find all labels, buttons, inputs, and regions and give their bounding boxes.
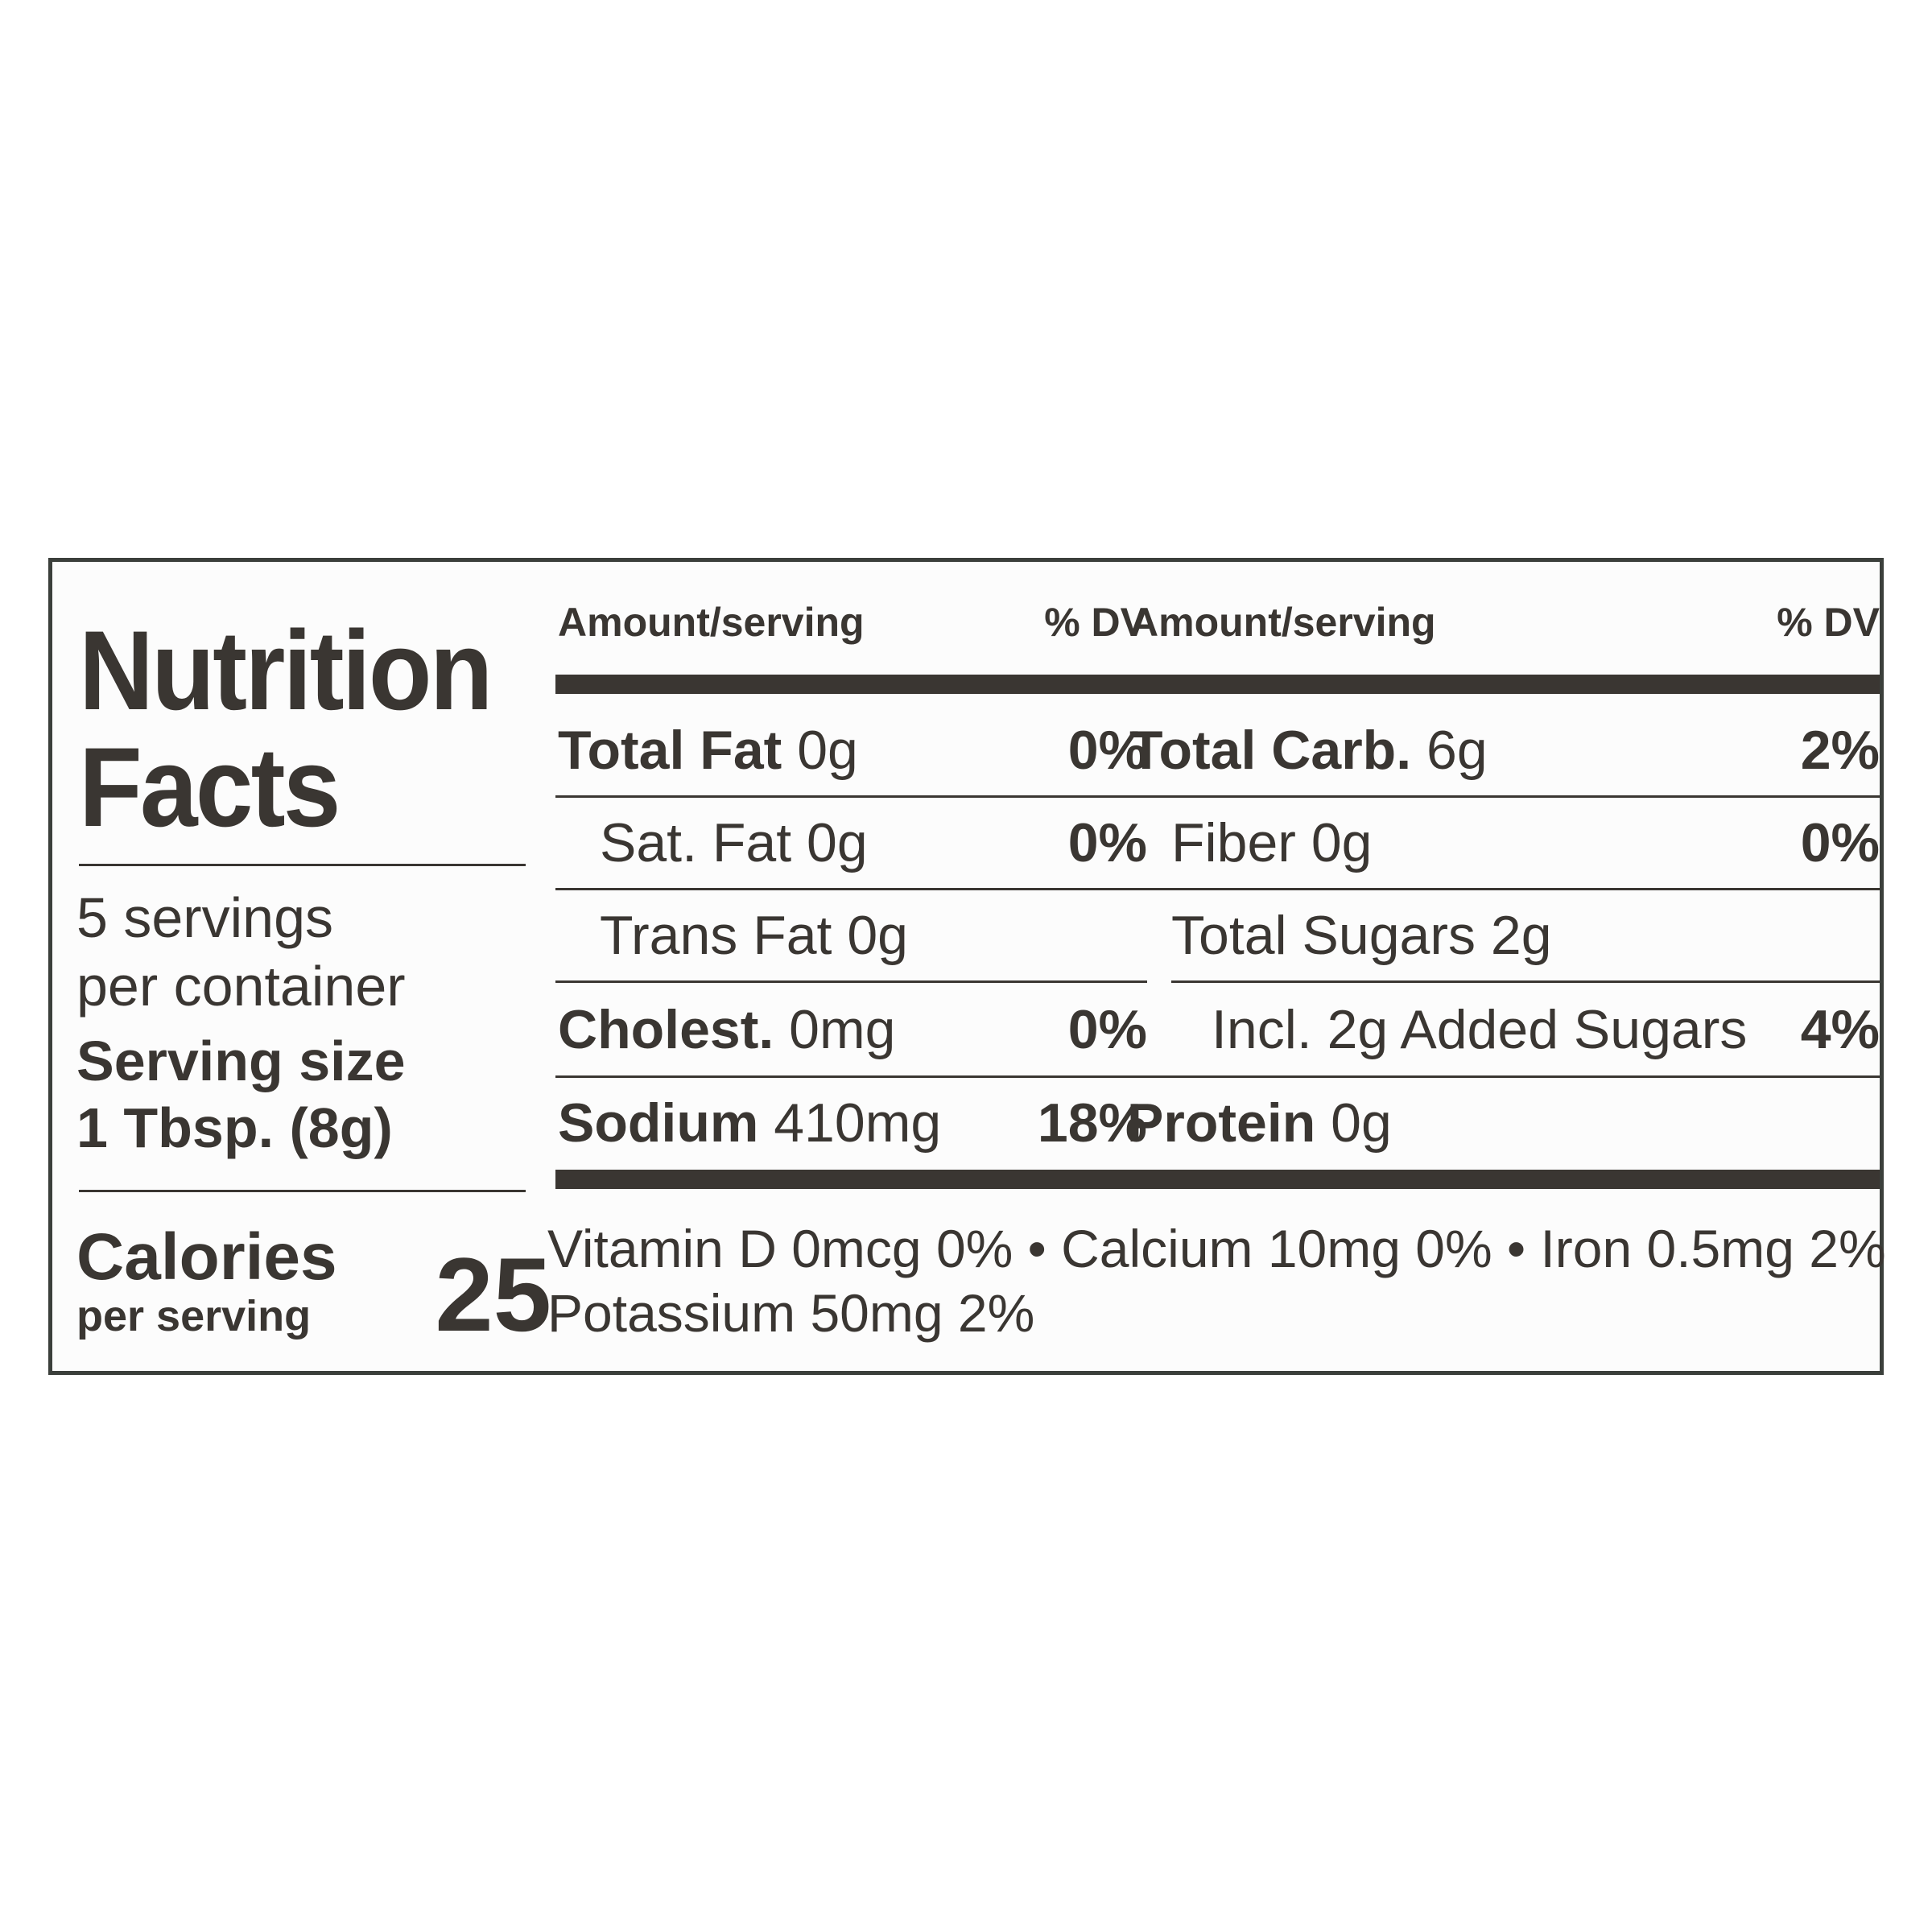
serving-size-value: 1 Tbsp. (8g) [76, 1096, 393, 1159]
right-row-added-sugars: Incl. 2g Added Sugars [1212, 999, 1748, 1060]
left-header-dv: % DV [1044, 600, 1147, 645]
calories-value: 25 [435, 1236, 551, 1353]
serving-size-label: Serving size [76, 1030, 406, 1092]
left-row-sodium-dv: 18% [1037, 1092, 1147, 1154]
left-header-amount: Amount/serving [558, 600, 865, 645]
right-divider-3 [1171, 980, 1880, 983]
right-row-total-sugars: Total Sugars 2g [1171, 905, 1552, 966]
title-line-2: Facts [79, 724, 341, 850]
divider-calories [79, 1190, 526, 1192]
left-row-sat-fat: Sat. Fat 0g [600, 812, 868, 873]
right-row-protein: Protein 0g [1127, 1092, 1392, 1154]
vitamins-line-2: Potassium 50mg 2% [547, 1283, 1035, 1343]
left-row-sodium: Sodium 410mg [558, 1092, 942, 1154]
right-thick-bar-bottom [1127, 1170, 1880, 1189]
left-row-trans-fat: Trans Fat 0g [600, 905, 908, 966]
right-header-amount: Amount/serving [1129, 600, 1436, 645]
servings-per-container-2: per container [76, 955, 406, 1018]
right-thick-bar-top [1127, 675, 1880, 694]
left-thick-bar-bottom [555, 1170, 1147, 1189]
right-header-dv: % DV [1777, 600, 1880, 645]
nutrition-facts-panel: Nutrition Facts 5 servings per container… [48, 558, 1886, 1375]
right-row-fiber-dv: 0% [1800, 812, 1880, 873]
left-divider-3 [555, 980, 1147, 983]
calories-per-serving: per serving [76, 1292, 312, 1340]
vitamins-line-1: Vitamin D 0mcg 0% • Calcium 10mg 0% • Ir… [547, 1219, 1886, 1278]
right-divider-1 [1127, 795, 1880, 798]
calories-label: Calories [76, 1220, 337, 1294]
right-row-fiber: Fiber 0g [1171, 812, 1373, 873]
left-divider-4 [555, 1075, 1147, 1078]
left-divider-2 [555, 888, 1147, 890]
right-divider-2 [1127, 888, 1880, 890]
right-row-added-sugars-dv: 4% [1800, 999, 1880, 1060]
left-divider-1 [555, 795, 1147, 798]
title-line-1: Nutrition [79, 607, 493, 733]
left-row-sat-fat-dv: 0% [1067, 812, 1147, 873]
left-row-total-fat-dv: 0% [1067, 720, 1147, 781]
left-thick-bar-top [555, 675, 1147, 694]
right-divider-4 [1127, 1075, 1880, 1078]
right-row-total-carb-dv: 2% [1800, 720, 1880, 781]
right-row-total-carb: Total Carb. 6g [1129, 720, 1488, 781]
servings-per-container-1: 5 servings [76, 886, 334, 949]
left-row-total-fat: Total Fat 0g [558, 720, 858, 781]
divider-title [79, 864, 526, 866]
left-row-cholesterol: Cholest. 0mg [558, 999, 896, 1060]
left-row-cholesterol-dv: 0% [1067, 999, 1147, 1060]
